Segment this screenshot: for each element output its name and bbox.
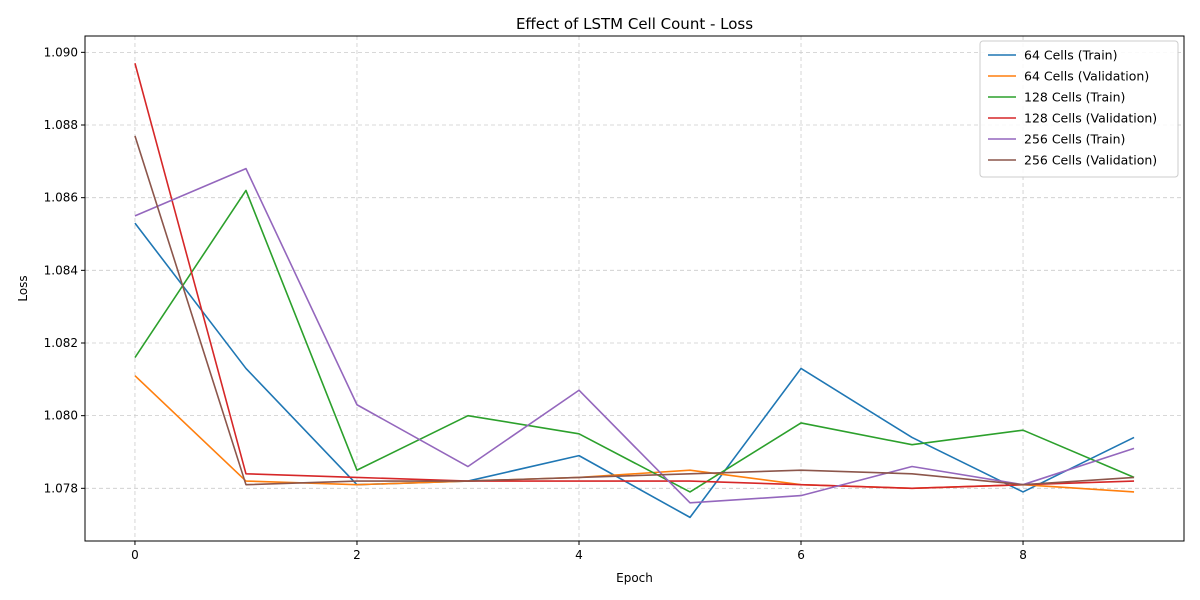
series-line bbox=[134, 189, 1135, 493]
x-axis-label: Epoch bbox=[616, 571, 653, 585]
y-tick-label: 1.084 bbox=[44, 263, 78, 277]
y-tick-label: 1.088 bbox=[44, 118, 78, 132]
y-tick-label: 1.082 bbox=[44, 336, 78, 350]
x-tick-label: 8 bbox=[1019, 548, 1027, 562]
y-tick-label: 1.086 bbox=[44, 191, 78, 205]
legend-label: 256 Cells (Train) bbox=[1024, 132, 1125, 147]
x-tick-label: 2 bbox=[353, 548, 361, 562]
legend-label: 128 Cells (Train) bbox=[1024, 90, 1125, 105]
legend-label: 64 Cells (Validation) bbox=[1024, 69, 1149, 84]
axes-frame bbox=[84, 35, 1185, 542]
legend: 64 Cells (Train) 64 Cells (Validation) 128… bbox=[979, 40, 1179, 178]
legend-label: 128 Cells (Validation) bbox=[1024, 111, 1157, 126]
x-tick-label: 0 bbox=[131, 548, 139, 562]
x-tick-label: 4 bbox=[575, 548, 583, 562]
series-line bbox=[134, 135, 1135, 486]
x-tick-label: 6 bbox=[797, 548, 805, 562]
legend-label: 256 Cells (Validation) bbox=[1024, 153, 1157, 168]
chart-title: Effect of LSTM Cell Count - Loss bbox=[516, 15, 753, 33]
y-tick-label: 1.090 bbox=[44, 45, 78, 59]
y-axis-ticks: 1.078 1.080 1.082 1.084 1.086 1.088 1.090 bbox=[44, 45, 85, 495]
series-line bbox=[134, 167, 1135, 504]
legend-label: 64 Cells (Train) bbox=[1024, 48, 1117, 63]
grid-lines bbox=[85, 36, 1184, 541]
y-tick-label: 1.080 bbox=[44, 409, 78, 423]
x-axis-ticks: 0 2 4 6 8 bbox=[131, 541, 1027, 562]
series-line bbox=[134, 63, 1135, 490]
legend-box bbox=[979, 40, 1179, 178]
series-line bbox=[134, 222, 1135, 519]
y-tick-label: 1.078 bbox=[44, 481, 78, 495]
y-axis-label: Loss bbox=[16, 275, 30, 301]
series-lines bbox=[134, 63, 1135, 519]
